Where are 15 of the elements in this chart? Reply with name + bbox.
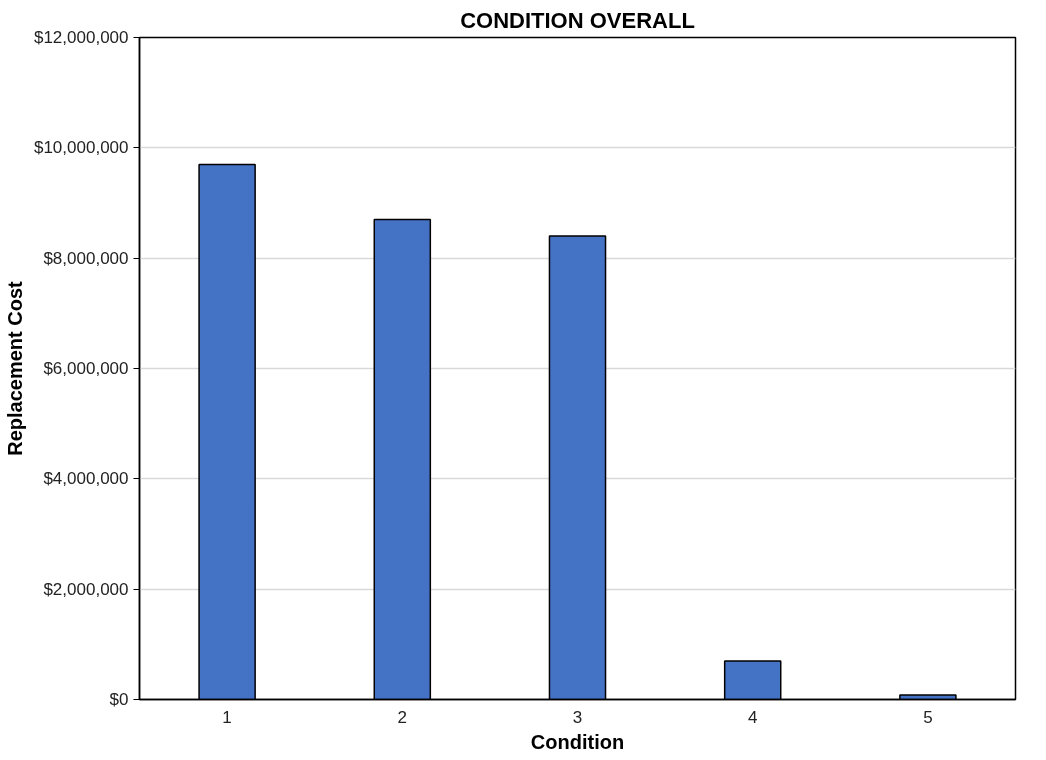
y-tick-label: $0 [109, 690, 129, 709]
chart-title: CONDITION OVERALL [460, 7, 695, 33]
x-tick-label: 4 [747, 707, 758, 727]
x-tick-label: 3 [572, 707, 583, 727]
x-tick-label: 1 [222, 707, 232, 727]
y-tick-label: $4,000,000 [43, 469, 129, 489]
y-tick-label: $10,000,000 [33, 138, 129, 158]
x-axis-title: Condition [530, 730, 625, 753]
y-tick-label: $8,000,000 [43, 248, 129, 268]
x-tick-label: 2 [397, 707, 408, 727]
y-axis-title: Replacement Cost [3, 280, 26, 456]
y-tick-label: $12,000,000 [33, 28, 129, 47]
y-tick-label: $6,000,000 [43, 359, 129, 378]
y-tick-label: $2,000,000 [43, 579, 129, 599]
x-tick-label: 5 [923, 707, 933, 727]
